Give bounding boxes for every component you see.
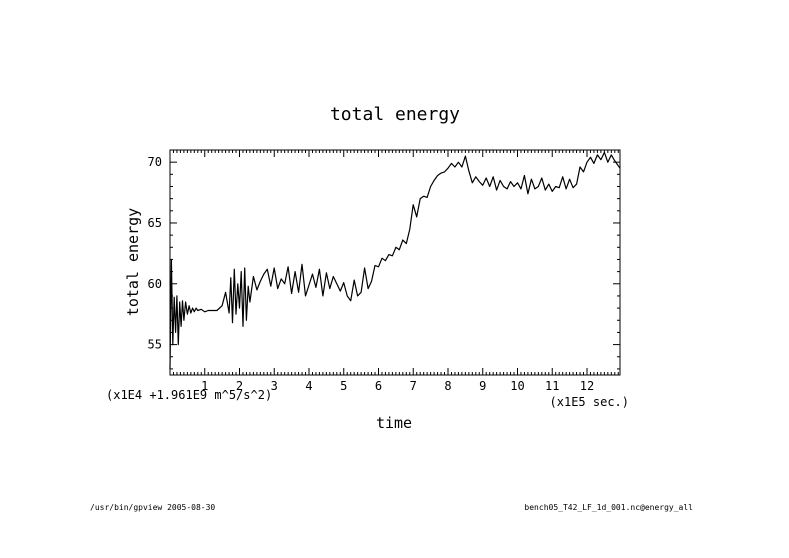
x-tick-label: 3 — [271, 379, 278, 393]
x-tick-label: 2 — [236, 379, 243, 393]
series-layer — [169, 151, 621, 369]
y-tick-label: 55 — [148, 338, 162, 352]
y-tick-label: 60 — [148, 277, 162, 291]
x-tick-label: 7 — [410, 379, 417, 393]
x-tick-label: 4 — [305, 379, 312, 393]
footer-right: bench05_T42_LF_1d_001.nc@energy_all — [524, 503, 693, 512]
y-axis-label: total energy — [124, 208, 142, 316]
x-axis-label: time — [376, 414, 412, 432]
y-tick-label: 65 — [148, 216, 162, 230]
x-tick-label: 6 — [375, 379, 382, 393]
x-unit-label: (x1E5 sec.) — [550, 395, 629, 409]
x-tick-label: 5 — [340, 379, 347, 393]
series-line — [169, 151, 621, 369]
x-tick-label: 12 — [580, 379, 594, 393]
x-tick-label: 9 — [479, 379, 486, 393]
x-tick-label: 11 — [545, 379, 559, 393]
chart-title: total energy — [330, 104, 460, 125]
y-tick-label: 70 — [148, 155, 162, 169]
x-tick-label: 8 — [444, 379, 451, 393]
plot-frame — [169, 149, 621, 376]
x-tick-label: 1 — [201, 379, 208, 393]
footer-left: /usr/bin/gpview 2005-08-30 — [90, 503, 215, 512]
y-unit-label: (x1E4 +1.961E9 m^5/s^2) — [106, 388, 272, 402]
x-tick-label: 10 — [510, 379, 524, 393]
